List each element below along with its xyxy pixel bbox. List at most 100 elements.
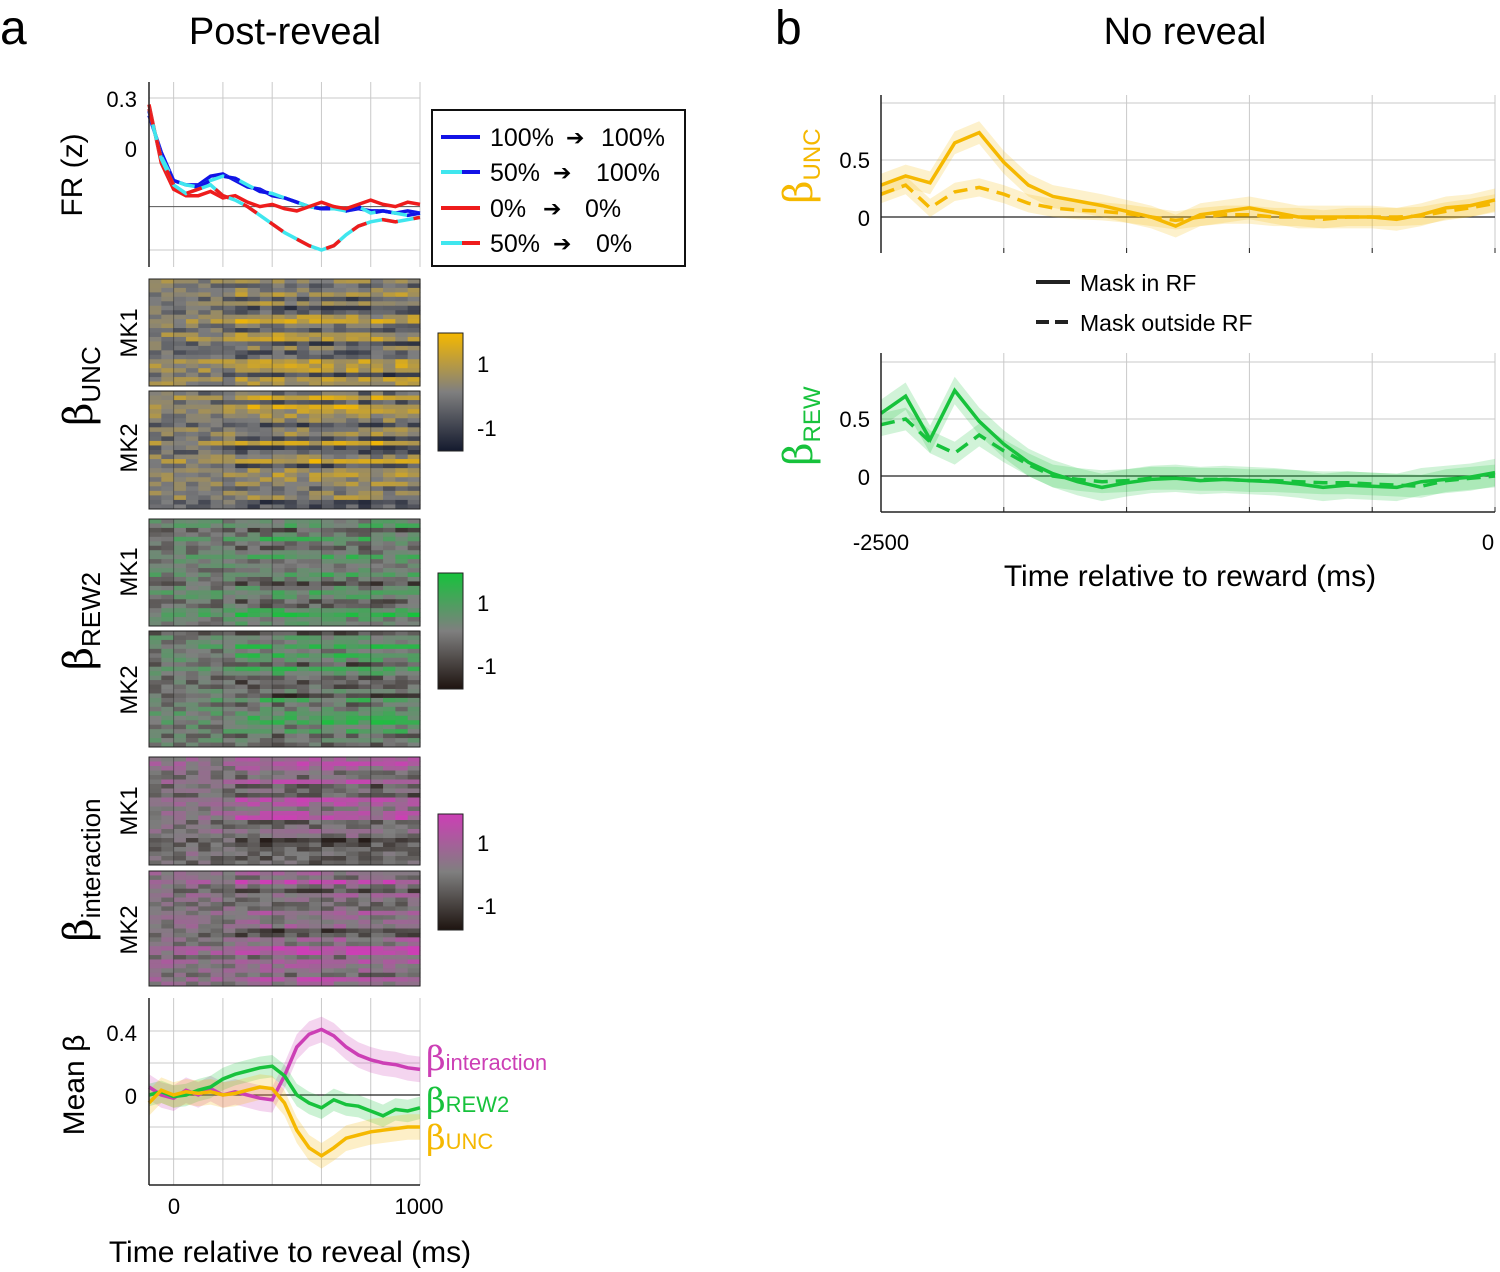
heatmap-cell xyxy=(309,977,323,982)
heatmap-cell xyxy=(173,915,187,921)
heatmap-cell xyxy=(247,711,261,717)
heatmap-cell xyxy=(149,486,162,492)
heatmap-cell xyxy=(370,576,384,582)
heatmap-cell xyxy=(284,585,298,591)
heatmap-cell xyxy=(383,279,396,284)
heatmap-cell xyxy=(222,711,236,717)
heatmap-cell xyxy=(235,576,249,582)
heatmap-cell xyxy=(321,581,335,587)
heatmap-cell xyxy=(296,770,310,776)
heatmap-cell xyxy=(272,648,286,654)
heatmap-cell xyxy=(284,631,298,636)
heatmap-cell xyxy=(247,811,261,816)
heatmap-cell xyxy=(259,875,273,881)
heatmap-cell xyxy=(333,296,347,302)
heatmap-cell xyxy=(259,820,273,825)
heatmap-cell xyxy=(161,301,175,307)
heatmap-cell xyxy=(284,879,298,885)
heatmap-cell xyxy=(222,941,236,947)
heatmap-cell xyxy=(259,445,273,451)
heatmap-cell xyxy=(370,409,384,415)
heatmap-cell xyxy=(296,477,310,483)
heatmap-cell xyxy=(198,893,212,898)
heatmap-cell xyxy=(333,472,347,478)
heatmap-cell xyxy=(333,871,347,876)
heatmap-cell xyxy=(346,296,360,302)
heatmap-cell xyxy=(210,463,224,469)
heatmap-cell xyxy=(210,724,224,730)
heatmap-cell xyxy=(358,445,372,451)
heatmap-cell xyxy=(210,675,224,681)
bunc-ytick-0: 0 xyxy=(858,206,870,231)
heatmap-cell xyxy=(173,368,187,374)
b-line-solid xyxy=(880,130,1496,228)
heatmap-cell xyxy=(395,919,409,925)
heatmap-cell xyxy=(346,856,360,861)
heatmap-cell xyxy=(407,644,421,650)
heatmap-cell xyxy=(259,666,273,672)
heatmap-cell xyxy=(161,279,175,284)
heatmap-cell xyxy=(149,532,162,538)
heatmap-cell xyxy=(284,833,298,839)
heatmap-cell xyxy=(161,879,175,885)
heatmap-cell xyxy=(284,793,298,798)
heatmap-cell xyxy=(321,323,335,329)
heatmap-cell xyxy=(395,314,409,320)
heatmap-cell xyxy=(395,915,409,921)
heatmap-cell xyxy=(272,901,286,907)
heatmap-cell xyxy=(284,554,298,560)
heatmap-cell xyxy=(161,523,175,529)
heatmap-cell xyxy=(321,824,335,830)
heatmap-cell xyxy=(333,541,347,547)
heatmap-cell xyxy=(321,481,335,487)
heatmap-cell xyxy=(296,581,310,587)
heatmap-cell xyxy=(210,445,224,451)
heatmap-cell xyxy=(161,977,175,982)
mean-ylabel: Mean β xyxy=(58,1035,91,1136)
heatmap-cell xyxy=(321,287,335,293)
heatmap-cell xyxy=(149,612,162,618)
heatmap-cell xyxy=(309,413,323,419)
heatmap-cell xyxy=(296,545,310,551)
heatmap-cell xyxy=(407,950,421,956)
heatmap-cell xyxy=(296,319,310,324)
heatmap-cell xyxy=(210,901,224,907)
heatmap-cell xyxy=(407,599,421,605)
heatmap-cell xyxy=(161,323,175,329)
heatmap-cell xyxy=(185,400,199,406)
heatmap-cell xyxy=(272,310,286,316)
heatmap-cell xyxy=(235,879,249,885)
heatmap-cell xyxy=(259,495,273,501)
heatmap-cell xyxy=(259,550,273,556)
heatmap-cell xyxy=(358,603,372,609)
heatmap-cell xyxy=(235,314,249,320)
heatmap-cell xyxy=(296,742,310,748)
heatmap-cell xyxy=(198,323,212,329)
heatmap-cell xyxy=(149,893,162,898)
heatmap-cell xyxy=(210,431,224,437)
heatmap-cell xyxy=(407,648,421,654)
heatmap-cell xyxy=(222,599,236,605)
heatmap-cell xyxy=(149,928,162,934)
heatmap-cell xyxy=(309,504,323,510)
heatmap-cell xyxy=(296,527,310,533)
heatmap-cell xyxy=(222,733,236,739)
heatmap-cell xyxy=(272,842,286,848)
heatmap-cell xyxy=(235,585,249,591)
heatmap-cell xyxy=(383,963,396,969)
heatmap-cell xyxy=(185,314,199,320)
heatmap-cell xyxy=(210,968,224,974)
heatmap-cell xyxy=(222,328,236,333)
heatmap-cell xyxy=(247,590,261,596)
heatmap-cell xyxy=(173,793,187,798)
heatmap-cell xyxy=(407,431,421,437)
heatmap-cell xyxy=(370,563,384,569)
heatmap-cell xyxy=(309,662,323,668)
heatmap-cell xyxy=(395,599,409,605)
heatmap-cell xyxy=(185,693,199,699)
heatmap-cell xyxy=(210,770,224,776)
heatmap-cell xyxy=(210,847,224,852)
heatmap-cell xyxy=(358,328,372,333)
heatmap-cell xyxy=(407,519,421,524)
heatmap-cell xyxy=(370,536,384,542)
